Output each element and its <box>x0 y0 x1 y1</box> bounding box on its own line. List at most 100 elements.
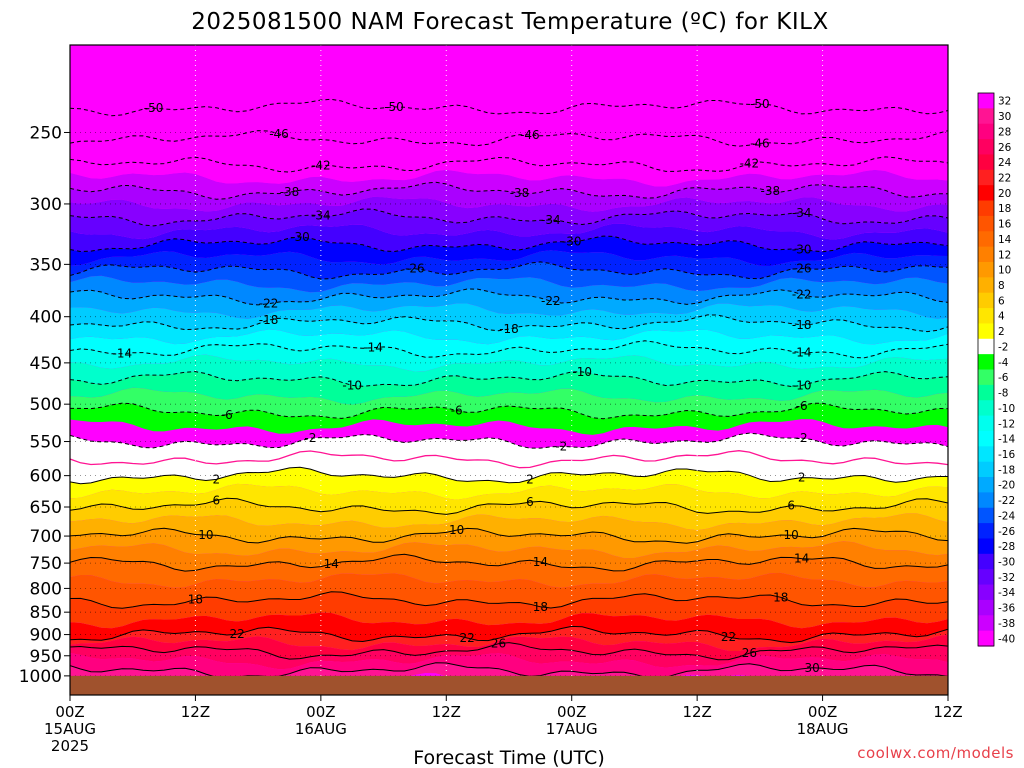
temperature-band <box>70 554 948 588</box>
pressure-tick-label: 1000 <box>19 667 62 687</box>
contour-line <box>70 208 948 227</box>
contour-line <box>70 402 948 420</box>
temperature-band <box>70 236 948 266</box>
colorbar-swatch <box>978 154 994 171</box>
colorbar-swatch <box>978 200 994 217</box>
contour-label: -38 <box>760 184 780 198</box>
colorbar-swatch <box>978 553 994 570</box>
contour-label: -18 <box>259 313 279 327</box>
pressure-tick-label: 400 <box>30 308 62 328</box>
temperature-band <box>70 467 948 500</box>
contour-label: -18 <box>499 322 519 336</box>
colorbar-label: 14 <box>998 234 1012 246</box>
contour-label: 18 <box>533 600 548 614</box>
colorbar-swatch <box>978 477 994 493</box>
contour-label: -30 <box>290 230 310 244</box>
colorbar-frame <box>977 92 995 647</box>
contour-label: -2 <box>555 439 567 453</box>
colorbar-label: -36 <box>998 603 1015 615</box>
contour-label: -10 <box>572 365 592 379</box>
temperature-band <box>70 169 948 200</box>
grid-lines <box>70 45 948 695</box>
colorbar-label: -22 <box>998 495 1015 507</box>
contour-label: 22 <box>230 627 245 641</box>
colorbar-label: 16 <box>998 219 1012 231</box>
contour-label: -14 <box>792 346 812 360</box>
time-tick-label: 12Z <box>432 703 461 721</box>
time-tick-label: 00Z <box>55 703 84 721</box>
colorbar-label: -16 <box>998 449 1015 461</box>
colorbar-label: -32 <box>998 572 1015 584</box>
colorbar-swatch <box>978 246 994 263</box>
temperature-band <box>70 371 948 405</box>
temperature-band <box>70 314 948 345</box>
pressure-tick-label: 800 <box>30 579 62 599</box>
contour-label: 14 <box>533 555 548 569</box>
contour-label: -26 <box>792 262 812 276</box>
contour-label: 26 <box>742 646 757 660</box>
contour-label: -50 <box>384 100 404 114</box>
temperature-band <box>70 340 948 372</box>
contour-label: -26 <box>405 262 425 276</box>
chart-title: 2025081500 NAM Forecast Temperature (ºC)… <box>191 9 828 35</box>
colorbar-swatch <box>978 569 994 586</box>
temperature-band <box>70 209 948 240</box>
contour-label: -30 <box>562 235 582 249</box>
contour-label: 6 <box>787 499 795 513</box>
colorbar-label: 26 <box>998 142 1012 154</box>
colorbar-label: 6 <box>998 295 1005 307</box>
time-tick-label: 00Z <box>557 703 586 721</box>
temperature-band <box>70 528 948 559</box>
temperature-band <box>70 261 948 293</box>
colorbar-label: 30 <box>998 111 1011 123</box>
contour-label: -10 <box>792 379 812 393</box>
temperature-band <box>70 182 948 212</box>
contour-line <box>70 235 948 253</box>
colorbar-label: 4 <box>998 311 1005 323</box>
contour-label: -38 <box>280 185 300 199</box>
colorbar-swatch <box>978 430 994 447</box>
contour-line <box>70 314 948 333</box>
contour-label: -42 <box>311 158 331 172</box>
contour-label: -22 <box>541 294 561 308</box>
contour-label: -34 <box>311 209 331 223</box>
colorbar-swatch <box>978 261 994 278</box>
colorbar-label: -4 <box>998 357 1009 369</box>
contour-line <box>70 371 948 388</box>
colorbar-swatch <box>978 308 994 325</box>
contour-label: -2 <box>304 431 316 445</box>
contour-label: -14 <box>112 347 132 361</box>
contour-line <box>70 432 948 449</box>
contour-label: 18 <box>773 590 788 604</box>
contour-labels: -50 -50 -50-46 -46-46-42 -42-38 -38 -38-34 -34-… <box>112 97 819 675</box>
colorbar-label: -30 <box>998 557 1015 569</box>
pressure-tick-label: 350 <box>30 255 62 275</box>
time-tick-label: 00Z <box>808 703 837 721</box>
colorbar-swatch <box>978 323 994 340</box>
colorbar-swatch <box>978 630 994 647</box>
colorbar-label: -6 <box>998 372 1009 384</box>
colorbar-label: 12 <box>998 249 1011 261</box>
colorbar-label: -38 <box>998 618 1015 630</box>
colorbar-swatch <box>978 523 994 540</box>
temperature-band <box>70 403 948 435</box>
colorbar-label: 24 <box>998 157 1012 169</box>
contour-label: 26 <box>491 637 506 651</box>
contour-label: -18 <box>792 318 812 332</box>
colorbar-swatch <box>978 492 994 509</box>
contour-label: 18 <box>188 592 203 606</box>
temperature-band <box>70 223 948 252</box>
contour-label: 22 <box>721 630 736 644</box>
temperature-band <box>70 483 948 515</box>
contour-label: -42 <box>740 157 760 171</box>
time-tick-label: 12Z <box>181 703 210 721</box>
temperature-band <box>70 303 948 332</box>
contour-label: 10 <box>449 523 464 537</box>
pressure-tick-label: 850 <box>30 603 62 623</box>
contour-label: 6 <box>526 495 534 509</box>
colorbar-label: -24 <box>998 510 1015 522</box>
pressure-tick-label: 600 <box>30 467 62 487</box>
temperature-band <box>70 498 948 531</box>
contour-label: 10 <box>784 528 799 542</box>
pressure-tick-label: 700 <box>30 527 62 547</box>
